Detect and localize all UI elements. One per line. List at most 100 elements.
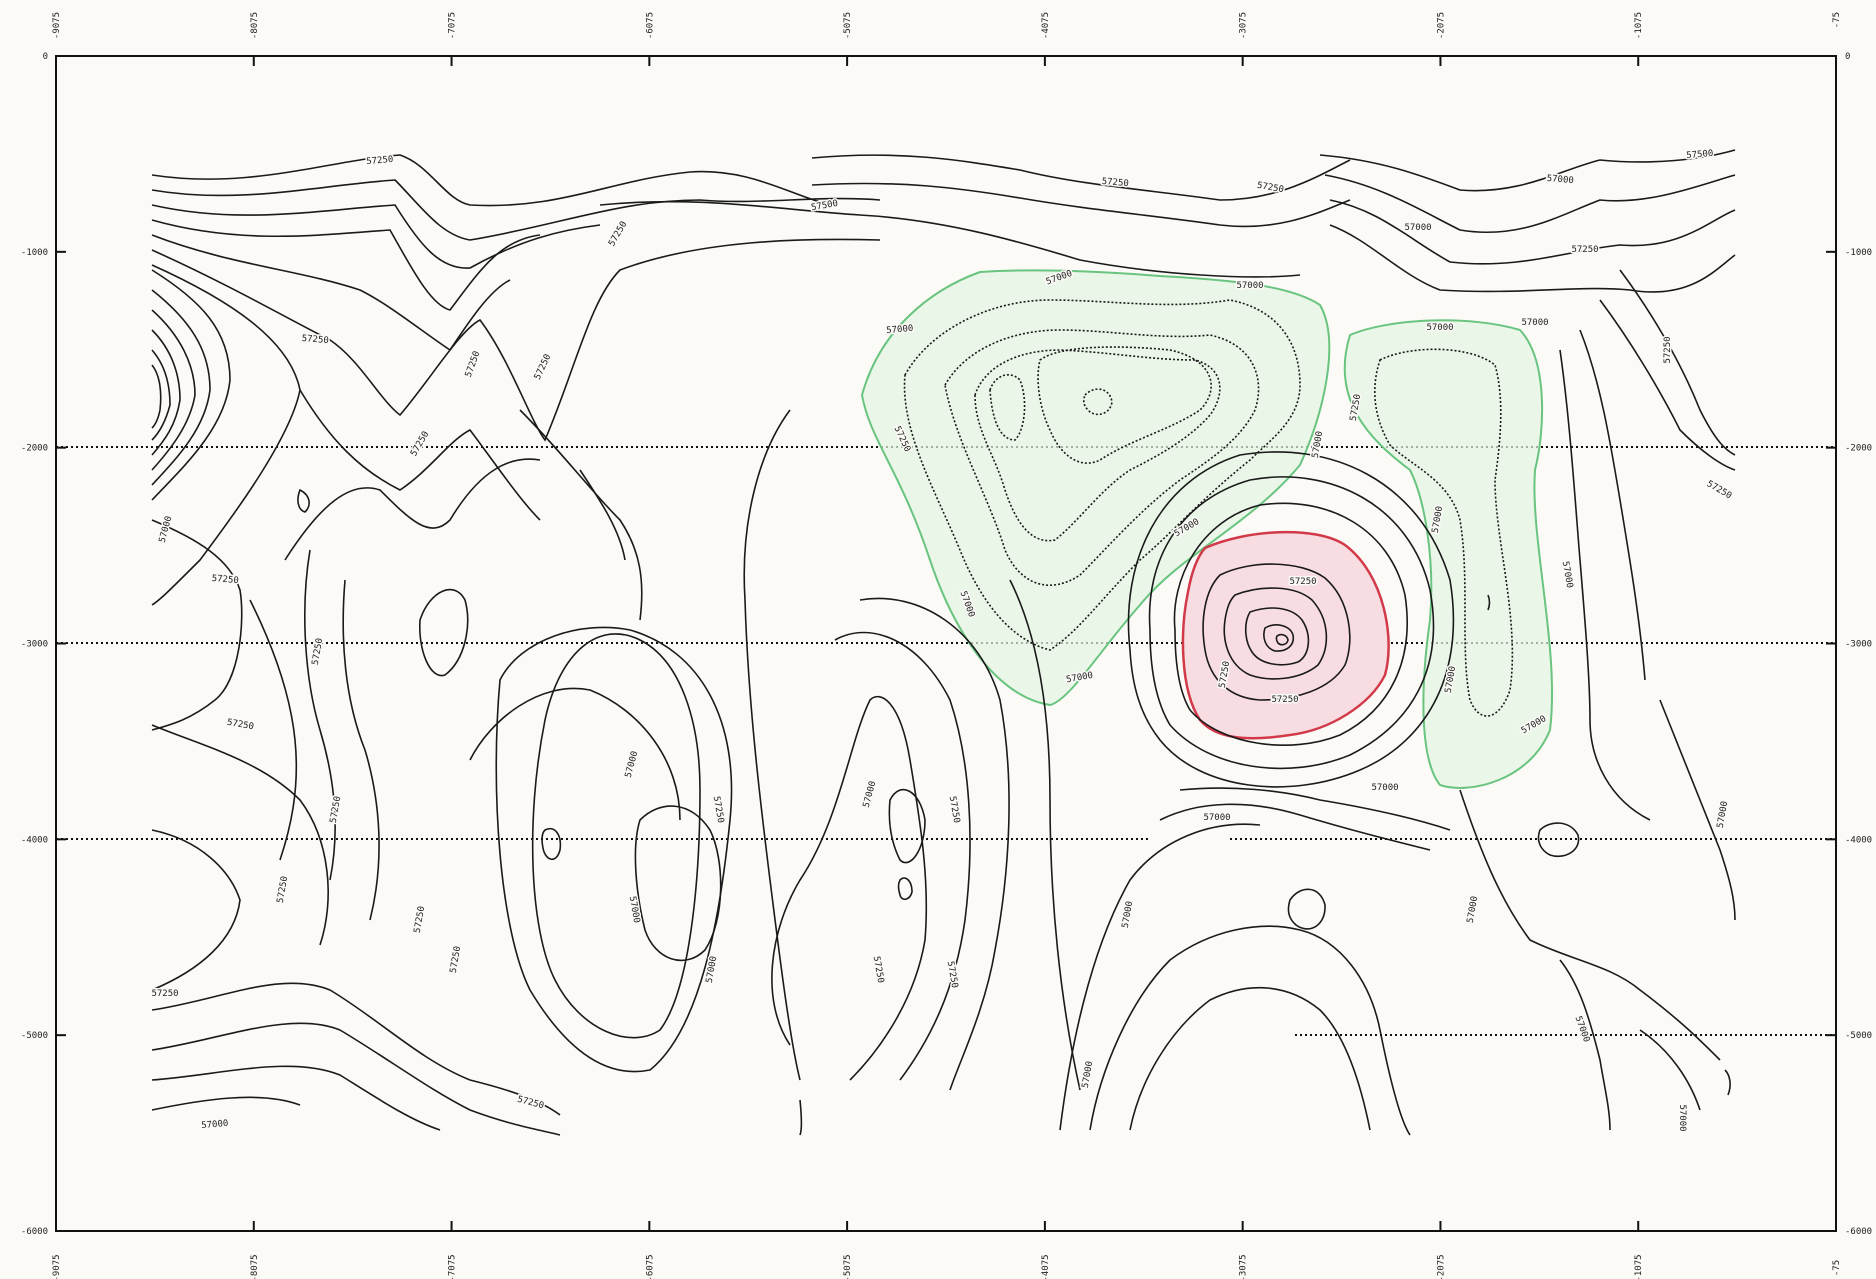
y-tick-label-right: -1000 bbox=[1845, 248, 1872, 258]
contour-mid-col-8 bbox=[799, 1099, 803, 1136]
contour-red-4 bbox=[1263, 624, 1295, 652]
contour-top-8 bbox=[811, 182, 1351, 228]
contour-mid-f bbox=[151, 724, 329, 946]
contour-level-label: 57000 bbox=[886, 324, 914, 336]
contour-level-label: 57250 bbox=[533, 353, 554, 382]
contour-mid-d bbox=[303, 549, 336, 881]
contour-level-label: 57250 bbox=[516, 1095, 545, 1112]
contour-top-4 bbox=[151, 219, 541, 311]
contour-top-5 bbox=[151, 234, 511, 352]
contour-lower-3 bbox=[1159, 803, 1431, 851]
contour-level-label: 57000 bbox=[1560, 560, 1575, 588]
contour-mid-e bbox=[342, 579, 380, 921]
x-tick-label-bottom: -75 bbox=[1832, 1260, 1842, 1276]
contour-level-label: 57250 bbox=[301, 334, 329, 346]
contour-lower-6 bbox=[1059, 823, 1261, 1131]
contour-small-loop bbox=[419, 588, 469, 677]
y-tick-label-left: -6000 bbox=[21, 1227, 48, 1237]
contour-green-4 bbox=[989, 374, 1026, 441]
contour-level-label: 57000 bbox=[862, 780, 879, 809]
contour-level-label: 57250 bbox=[226, 718, 254, 733]
contour-mid-b bbox=[284, 458, 541, 561]
x-tick-label-top: -9075 bbox=[52, 12, 62, 39]
contour-mid-col-2 bbox=[771, 695, 928, 1081]
contour-right-3 bbox=[1579, 329, 1646, 681]
x-tick-label-top: -8075 bbox=[250, 12, 260, 39]
y-tick-label-right: -6000 bbox=[1845, 1227, 1872, 1237]
contour-level-label: 57250 bbox=[1289, 577, 1316, 587]
contour-mid-col-4 bbox=[859, 597, 1010, 1091]
contour-level-label: 57000 bbox=[1716, 800, 1731, 828]
contour-level-label: 57250 bbox=[1271, 695, 1298, 705]
contour-level-label: 57250 bbox=[276, 875, 291, 903]
contour-level-label: 57000 bbox=[624, 750, 641, 779]
contour-level-label: 57250 bbox=[607, 220, 629, 248]
contour-right-5 bbox=[1537, 822, 1580, 857]
contour-red-2 bbox=[1223, 587, 1328, 680]
x-tick-label-bottom: -3075 bbox=[1239, 1254, 1249, 1279]
x-tick-label-bottom: -6075 bbox=[645, 1254, 655, 1279]
contour-top-3 bbox=[151, 204, 601, 269]
contour-top-10 bbox=[1324, 174, 1736, 234]
contour-level-label: 57250 bbox=[947, 795, 962, 823]
contour-mid-m bbox=[579, 469, 626, 561]
contour-mid-h bbox=[151, 982, 561, 1116]
contour-level-label: 57000 bbox=[1677, 1104, 1687, 1131]
x-tick-label-bottom: -4075 bbox=[1041, 1254, 1051, 1279]
contour-mid-l bbox=[519, 409, 643, 621]
contour-green-2 bbox=[944, 329, 1260, 586]
y-tick-label-left: -2000 bbox=[21, 444, 48, 454]
contour-left-1 bbox=[151, 269, 231, 501]
contour-left-2 bbox=[151, 289, 211, 486]
contour-left-6 bbox=[151, 364, 162, 429]
x-tick-label-top: -4075 bbox=[1041, 12, 1051, 39]
contour-red-outer-2 bbox=[1148, 476, 1435, 770]
contour-red-outer-3 bbox=[1127, 451, 1455, 788]
x-tick-label-bottom: -9075 bbox=[52, 1254, 62, 1279]
contour-level-label: 57000 bbox=[1521, 318, 1548, 328]
contour-left-7 bbox=[151, 264, 301, 606]
contour-level-label: 57250 bbox=[151, 989, 178, 999]
axis-tick-labels: -9075 -9075 -8075 -8075 -7075 -7075 -6075 -6075… bbox=[21, 12, 1872, 1279]
contour-right-2 bbox=[1619, 269, 1736, 456]
contour-level-label: 57250 bbox=[1663, 336, 1673, 363]
contour-top-1 bbox=[151, 154, 831, 207]
contour-top-11 bbox=[1329, 199, 1736, 265]
contour-right-7 bbox=[1459, 789, 1721, 1061]
contour-basin-a-outer bbox=[495, 626, 733, 1073]
contour-level-label: 57000 bbox=[1121, 900, 1136, 928]
contour-lower-2 bbox=[1129, 986, 1371, 1131]
contour-level-label: 57000 bbox=[1236, 281, 1263, 291]
contour-left-3 bbox=[151, 309, 196, 471]
contour-mid-c bbox=[249, 599, 298, 861]
contour-level-label: 57250 bbox=[329, 795, 344, 823]
contour-green-east-inner bbox=[1374, 348, 1514, 717]
contour-mid-col-6 bbox=[888, 788, 926, 864]
contour-lines bbox=[151, 149, 1736, 1136]
contour-level-label: 57250 bbox=[211, 574, 239, 586]
contour-right-9 bbox=[1639, 1029, 1701, 1111]
x-tick-label-top: -1075 bbox=[1634, 12, 1644, 39]
contour-red-5 bbox=[1275, 633, 1289, 646]
contour-level-label: 57250 bbox=[464, 350, 483, 379]
y-tick-label-right: -3000 bbox=[1845, 640, 1872, 650]
contour-small-loop-2 bbox=[297, 488, 310, 513]
red-shaded-region bbox=[1181, 530, 1390, 740]
contour-mid-k bbox=[151, 1096, 301, 1111]
x-tick-label-top: -2075 bbox=[1436, 12, 1446, 39]
contour-right-1 bbox=[1599, 299, 1736, 471]
contour-green-6 bbox=[1037, 346, 1212, 464]
contour-level-label: 57500 bbox=[1686, 149, 1714, 161]
contour-right-8 bbox=[1559, 959, 1611, 1131]
contour-red-outer-1 bbox=[1173, 502, 1408, 746]
x-tick-label-top: -6075 bbox=[645, 12, 655, 39]
contour-right-10 bbox=[1724, 1069, 1731, 1096]
contour-basin-left-inner bbox=[634, 805, 722, 962]
contour-mid-j bbox=[151, 1065, 441, 1131]
contour-level-label: 57250 bbox=[409, 430, 431, 458]
x-tick-label-top: -75 bbox=[1832, 12, 1842, 28]
contour-red-1 bbox=[1202, 563, 1351, 701]
contour-lower-1 bbox=[1089, 925, 1411, 1136]
y-tick-label-right: 0 bbox=[1845, 52, 1850, 62]
green-region-east bbox=[1343, 319, 1553, 789]
